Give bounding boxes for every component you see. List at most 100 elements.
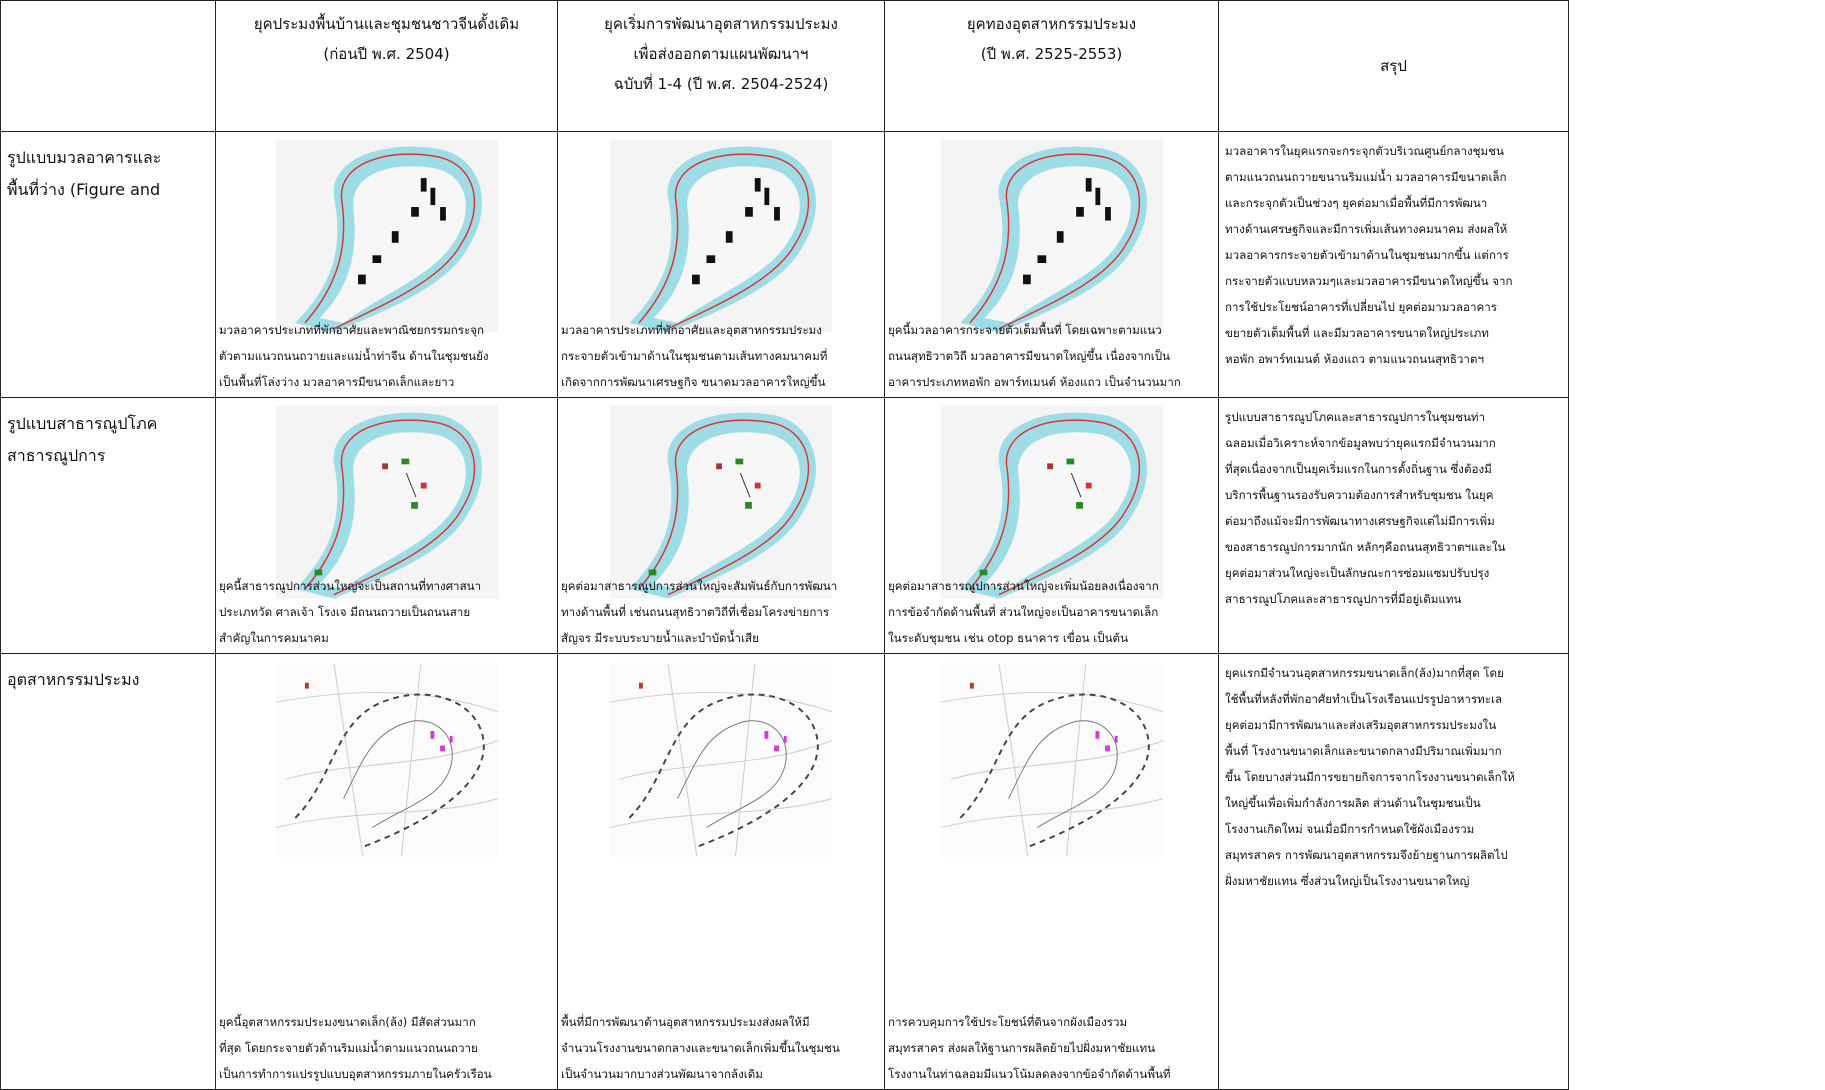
caption-line: ยุคต่อมาสาธารณูปการส่วนใหญ่จะเพิ่มน้อยลง… <box>888 579 1159 593</box>
row-label: อุตสาหกรรมประมง <box>0 653 216 1090</box>
caption-line: กระจายตัวเข้ามาด้านในชุมชนตามเส้นทางคมนา… <box>561 349 828 363</box>
summary-line: ที่สุดเนื่องจากเป็นยุคเริ่มแรกในการตั้งถ… <box>1225 462 1492 476</box>
label-line: อุตสาหกรรมประมง <box>7 670 140 689</box>
summary-line: ทางด้านเศรษฐกิจและมีการเพิ่มเส้นทางคมนาค… <box>1225 222 1508 236</box>
map-image <box>275 662 498 858</box>
era-cell: ยุคนี้สาธารณูปการส่วนใหญ่จะเป็นสถานที่ทา… <box>215 397 558 654</box>
summary-line: รูปแบบสาธารณูปโภคและสาธารณูปการในชุมชนท่… <box>1225 410 1486 424</box>
summary-line: มวลอาคารกระจายตัวเข้ามาด้านในชุมชนมากขึ้… <box>1225 248 1509 262</box>
header-cell: ยุคประมงพื้นบ้านและชุมชนชาวจีนดั้งเดิม (ก… <box>215 0 558 132</box>
caption-line: เป็นการทำการแปรรูปแบบอุตสาหกรรมภายในครัว… <box>219 1067 492 1081</box>
caption-line: การข้อจำกัดด้านพื้นที่ ส่วนใหญ่จะเป็นอาค… <box>888 605 1159 619</box>
summary-line: ฝั่งมหาชัยแทน ซึ่งส่วนใหญ่เป็นโรงงานขนาด… <box>1225 874 1470 888</box>
map-image <box>940 138 1163 334</box>
caption-line: มวลอาคารประเภทที่พักอาศัยและอุตสาหกรรมปร… <box>561 323 822 337</box>
map-image <box>275 138 498 334</box>
caption-line: เกิดจากการพัฒนาเศรษฐกิจ ขนาดมวลอาคารใหญ่… <box>561 375 826 389</box>
caption-line: โรงงานในท่าฉลอมมีแนวโน้มลดลงจากข้อจำกัดด… <box>888 1067 1171 1081</box>
caption-line: พื้นที่มีการพัฒนาด้านอุตสาหกรรมประมงส่งผ… <box>561 1015 810 1029</box>
summary-line: หอพัก อพาร์ทเมนต์ ห้องแถว ตามแนวถนนสุทธิ… <box>1225 352 1484 366</box>
label-line: สาธารณูปการ <box>7 446 106 465</box>
caption-line: ยุคต่อมาสาธารณูปการส่วนใหญ่จะสัมพันธ์กับ… <box>561 579 838 593</box>
summary-line: ใหญ่ขึ้นเพื่อเพิ่มกำลังการผลิต ส่วนด้านใ… <box>1225 796 1481 810</box>
header-line: ยุคประมงพื้นบ้านและชุมชนชาวจีนดั้งเดิม <box>253 15 520 33</box>
label-line: รูปแบบสาธารณูปโภค <box>7 414 158 433</box>
body-row: อุตสาหกรรมประมงยุคนี้อุตสาหกรรมประมงขนาด… <box>0 653 1569 1090</box>
map-image <box>275 404 498 600</box>
summary-line: ตามแนวถนนถวายขนานริมแม่น้ำ มวลอาคารมีขนา… <box>1225 170 1507 184</box>
map-image <box>610 138 832 334</box>
era-cell: มวลอาคารประเภทที่พักอาศัยและอุตสาหกรรมปร… <box>557 131 885 398</box>
map-image <box>610 404 832 600</box>
header-line: เพื่อส่งออกตามแผนพัฒนาฯ <box>633 45 809 63</box>
summary-line: สมุทรสาคร การพัฒนาอุตสาหกรรมจึงย้ายฐานกา… <box>1225 848 1508 862</box>
summary-line: ฉลอมเมื่อวิเคราะห์จากข้อมูลพบว่ายุคแรกมี… <box>1225 436 1496 450</box>
header-line: ยุคทองอุตสาหกรรมประมง <box>966 15 1137 33</box>
caption-line: มวลอาคารประเภทที่พักอาศัยและพาณิชยกรรมกร… <box>219 323 484 337</box>
caption-line: สำคัญในการคมนาคม <box>219 631 329 645</box>
header-cell <box>0 0 216 132</box>
caption: ยุคนี้อุตสาหกรรมประมงขนาดเล็ก(ล้ง) มีสัด… <box>219 1009 492 1087</box>
summary-line: ของสาธารณูปการมากนัก หลักๆคือถนนสุทธิวาต… <box>1225 540 1506 554</box>
body-row: รูปแบบสาธารณูปโภคสาธารณูปการยุคนี้สาธารณ… <box>0 397 1569 654</box>
summary-line: โรงงานเกิดใหม่ จนเมื่อมีการกำหนดใช้ผังเม… <box>1225 822 1475 836</box>
era-cell: ยุคนี้อุตสาหกรรมประมงขนาดเล็ก(ล้ง) มีสัด… <box>215 653 558 1090</box>
era-cell: ยุคต่อมาสาธารณูปการส่วนใหญ่จะเพิ่มน้อยลง… <box>884 397 1219 654</box>
caption-line: ตัวตามแนวถนนถวายและแม่น้ำท่าจีน ด้านในชุ… <box>219 349 489 363</box>
summary-line: การใช้ประโยชน์อาคารที่เปลี่ยนไป ยุคต่อมา… <box>1225 300 1497 314</box>
caption-line: การควบคุมการใช้ประโยชน์ที่ดินจากผังเมือง… <box>888 1015 1128 1029</box>
table-body: ยุคประมงพื้นบ้านและชุมชนชาวจีนดั้งเดิม (ก… <box>0 0 1569 1090</box>
map-image <box>610 662 832 858</box>
summary-line: ยุคแรกมีจำนวนอุตสาหกรรมขนาดเล็ก(ล้ง)มากท… <box>1225 666 1504 680</box>
summary-line: ขึ้น โดยบางส่วนมีการขยายกิจการจากโรงงานข… <box>1225 770 1515 784</box>
caption-line: ในระดับชุมชน เช่น otop ธนาคาร เขื่อน เป็… <box>888 631 1128 645</box>
summary-line: พื้นที่ โรงงานขนาดเล็กและขนาดกลางมีปริมา… <box>1225 744 1502 758</box>
header-cell: ยุคทองอุตสาหกรรมประมง (ปี พ.ศ. 2525-2553) <box>884 0 1219 132</box>
summary-line: มวลอาคารในยุคแรกจะกระจุกตัวบริเวณศูนย์กล… <box>1225 144 1504 158</box>
caption: ยุคต่อมาสาธารณูปการส่วนใหญ่จะสัมพันธ์กับ… <box>561 573 837 651</box>
caption-line: เป็นพื้นที่โล่งว่าง มวลอาคารมีขนาดเล็กแล… <box>219 375 455 389</box>
comparison-table: ยุคประมงพื้นบ้านและชุมชนชาวจีนดั้งเดิม (ก… <box>0 0 1569 1090</box>
caption-line: สัญจร มีระบบระบายน้ำและบำบัดน้ำเสีย <box>561 631 759 645</box>
era-cell: การควบคุมการใช้ประโยชน์ที่ดินจากผังเมือง… <box>884 653 1219 1090</box>
header-row: ยุคประมงพื้นบ้านและชุมชนชาวจีนดั้งเดิม (ก… <box>0 0 1569 132</box>
summary-line: บริการพื้นฐานรองรับความต้องการสำหรับชุมช… <box>1225 488 1494 502</box>
caption-line: ทางด้านพื้นที่ เช่นถนนสุทธิวาตวิถีที่เชื… <box>561 605 830 619</box>
caption-line: จำนวนโรงงานขนาดกลางและขนาดเล็กเพิ่มขึ้นใ… <box>561 1041 840 1055</box>
label-line: รูปแบบมวลอาคารและ <box>7 148 162 167</box>
row-label: รูปแบบมวลอาคารและพื้นที่ว่าง (Figure and <box>0 131 216 398</box>
summary-line: สาธารณูปโภคและสาธารณูปการที่มีอยู่เดิมแท… <box>1225 592 1462 606</box>
caption-line: ยุคนี้สาธารณูปการส่วนใหญ่จะเป็นสถานที่ทา… <box>219 579 482 593</box>
body-row: รูปแบบมวลอาคารและพื้นที่ว่าง (Figure and… <box>0 131 1569 398</box>
map-image <box>940 404 1163 600</box>
summary-line: ยุคต่อมามีการพัฒนาและส่งเสริมอุตสาหกรรมป… <box>1225 718 1497 732</box>
caption-line: ยุคนี้อุตสาหกรรมประมงขนาดเล็ก(ล้ง) มีสัด… <box>219 1015 476 1029</box>
summary-line: กระจายตัวแบบหลวมๆและมวลอาคารมีขนาดใหญ่ขึ… <box>1225 274 1513 288</box>
header-line: ฉบับที่ 1-4 (ปี พ.ศ. 2504-2524) <box>613 75 829 93</box>
caption-line: สมุทรสาคร ส่งผลให้ฐานการผลิตย้ายไปฝั่งมห… <box>888 1041 1156 1055</box>
header-line: (ก่อนปี พ.ศ. 2504) <box>323 45 450 63</box>
header-cell: สรุป <box>1218 0 1569 132</box>
summary-cell: มวลอาคารในยุคแรกจะกระจุกตัวบริเวณศูนย์กล… <box>1218 131 1569 398</box>
caption: ยุคนี้สาธารณูปการส่วนใหญ่จะเป็นสถานที่ทา… <box>219 573 481 651</box>
header-line: (ปี พ.ศ. 2525-2553) <box>980 45 1123 63</box>
caption: มวลอาคารประเภทที่พักอาศัยและอุตสาหกรรมปร… <box>561 317 827 395</box>
summary-line: และกระจุกตัวเป็นช่วงๆ ยุคต่อมาเมื่อพื้นท… <box>1225 196 1488 210</box>
summary-cell: รูปแบบสาธารณูปโภคและสาธารณูปการในชุมชนท่… <box>1218 397 1569 654</box>
summary-cell: ยุคแรกมีจำนวนอุตสาหกรรมขนาดเล็ก(ล้ง)มากท… <box>1218 653 1569 1090</box>
summary-line: ต่อมาถึงแม้จะมีการพัฒนาทางเศรษฐกิจแต่ไม่… <box>1225 514 1495 528</box>
caption-line: อาคารประเภทหอพัก อพาร์ทเมนต์ ห้องแถว เป็… <box>888 375 1181 389</box>
header-line: ยุคเริ่มการพัฒนาอุตสาหกรรมประมง <box>604 15 838 33</box>
caption-line: ยุคนี้มวลอาคารกระจายตัวเต็มพื้นที่ โดยเฉ… <box>888 323 1162 337</box>
summary-line: ขยายตัวเต็มพื้นที่ และมีมวลอาคารขนาดใหญ่… <box>1225 326 1489 340</box>
label-line: พื้นที่ว่าง (Figure and <box>7 180 161 199</box>
caption-line: ที่สุด โดยกระจายตัวด้านริมแม่น้ำตามแนวถน… <box>219 1041 478 1055</box>
row-label: รูปแบบสาธารณูปโภคสาธารณูปการ <box>0 397 216 654</box>
caption: มวลอาคารประเภทที่พักอาศัยและพาณิชยกรรมกร… <box>219 317 489 395</box>
map-image <box>940 662 1163 858</box>
caption: ยุคนี้มวลอาคารกระจายตัวเต็มพื้นที่ โดยเฉ… <box>888 317 1181 395</box>
header-cell: ยุคเริ่มการพัฒนาอุตสาหกรรมประมงเพื่อส่งอ… <box>557 0 885 132</box>
header-line: สรุป <box>1380 57 1407 75</box>
era-cell: พื้นที่มีการพัฒนาด้านอุตสาหกรรมประมงส่งผ… <box>557 653 885 1090</box>
